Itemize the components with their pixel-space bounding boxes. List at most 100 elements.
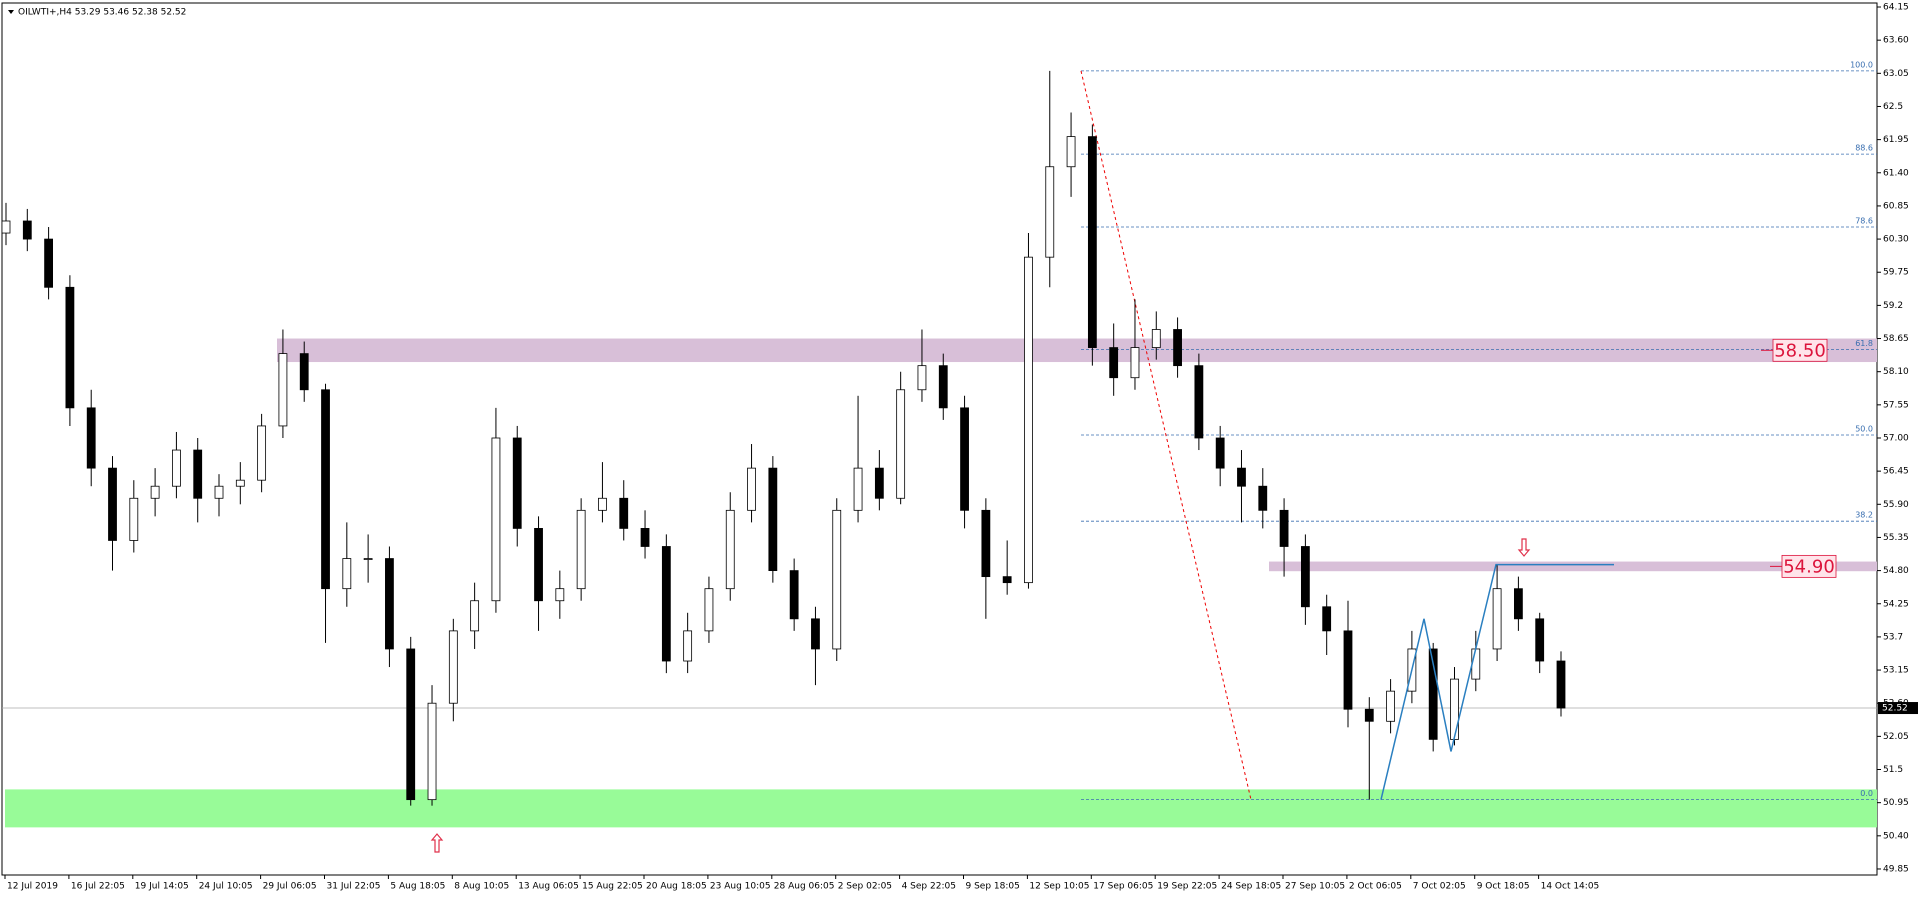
candle-body	[342, 558, 352, 590]
candle-body	[768, 467, 778, 572]
y-tick-label: 55.35	[1883, 533, 1909, 543]
candle-body	[1087, 136, 1097, 348]
x-tick-label: 2 Oct 06:05	[1349, 882, 1402, 892]
y-tick-label: 55.90	[1883, 500, 1909, 510]
candle-body	[470, 600, 480, 632]
down-arrow	[1517, 538, 1531, 557]
candle-body	[385, 558, 394, 650]
y-tick-label: 54.80	[1883, 566, 1909, 576]
y-tick-label: 50.40	[1883, 831, 1909, 841]
x-tick-label: 12 Sep 10:05	[1029, 882, 1089, 892]
fib-label: 61.8	[1855, 339, 1873, 348]
candle-body	[214, 485, 224, 499]
x-tick-label: 4 Sep 22:05	[902, 882, 956, 892]
zone	[5, 789, 1877, 828]
x-tick-label: 2 Sep 02:05	[838, 882, 892, 892]
candle-body	[938, 365, 948, 409]
candle-body	[661, 546, 671, 662]
candle-body	[1237, 467, 1246, 487]
candle-body	[832, 509, 842, 650]
candle-body	[1045, 166, 1055, 258]
x-tick-label: 15 Aug 22:05	[582, 882, 643, 892]
candle-body	[1450, 678, 1459, 740]
candle-body	[896, 389, 906, 499]
x-tick-label: 5 Aug 18:05	[390, 882, 445, 892]
x-tick-label: 24 Sep 18:05	[1221, 882, 1281, 892]
y-tick-label: 60.85	[1883, 201, 1909, 211]
x-tick-label: 20 Aug 18:05	[646, 882, 707, 892]
chart-header: OILWTI+,H4 53.29 53.46 52.38 52.52	[18, 8, 186, 18]
x-tick-label: 19 Jul 14:05	[135, 882, 189, 892]
candle-body	[193, 449, 203, 499]
zone-label-box	[1772, 338, 1828, 362]
y-tick-label: 49.85	[1883, 864, 1909, 874]
candle-body	[299, 353, 309, 391]
candle-body	[1066, 136, 1076, 168]
candle-body	[427, 702, 437, 801]
x-tick-label: 7 Oct 02:05	[1413, 882, 1466, 892]
plot-frame	[1, 2, 1878, 876]
candle-body	[1279, 509, 1289, 547]
x-tick-label: 28 Aug 06:05	[774, 882, 835, 892]
candle-body	[406, 648, 416, 801]
price-tag	[1878, 702, 1918, 715]
candle-body	[704, 588, 714, 632]
candle-body	[683, 630, 693, 662]
candle-body	[1024, 256, 1033, 584]
candle-body	[576, 509, 586, 590]
candle-body	[1428, 648, 1438, 740]
x-tick-label: 9 Oct 18:05	[1477, 882, 1530, 892]
x-tick-label: 16 Jul 22:05	[71, 882, 125, 892]
x-tick-label: 13 Aug 06:05	[518, 882, 579, 892]
x-tick-label: 29 Jul 06:05	[263, 882, 317, 892]
x-tick-label: 12 Jul 2019	[7, 882, 58, 892]
fib-label: 50.0	[1855, 424, 1873, 433]
candle-body	[1, 220, 11, 234]
zone-label: 54.90	[1783, 556, 1835, 577]
fib-label: 88.6	[1855, 144, 1873, 153]
fib-label: 78.6	[1855, 217, 1873, 226]
candle-body	[853, 467, 863, 511]
y-tick-label: 62.5	[1883, 102, 1903, 112]
candle-body	[1300, 546, 1310, 608]
y-tick-label: 53.7	[1883, 632, 1903, 642]
y-tick-label: 60.30	[1883, 235, 1909, 245]
candle-body	[874, 467, 884, 499]
price-tag-label: 52.52	[1882, 704, 1908, 714]
candle-body	[981, 509, 991, 578]
candle-body	[108, 467, 117, 541]
candle-body	[150, 485, 160, 499]
candle-body	[555, 588, 565, 602]
candle-body	[747, 467, 756, 511]
candle-body	[1151, 329, 1161, 348]
y-tick-label: 50.95	[1883, 798, 1909, 808]
candle-body	[1258, 485, 1268, 511]
y-tick-label: 54.25	[1883, 599, 1909, 609]
candle-body	[65, 286, 75, 409]
x-tick-label: 8 Aug 10:05	[454, 882, 509, 892]
candle-body	[640, 528, 650, 547]
fib-label: 0.0	[1860, 789, 1873, 798]
x-tick-label: 24 Jul 10:05	[199, 882, 253, 892]
zone	[277, 338, 1877, 363]
y-tick-label: 63.05	[1883, 69, 1909, 79]
x-tick-label: 9 Sep 18:05	[966, 882, 1020, 892]
candle-body	[512, 437, 522, 529]
candle-body	[598, 497, 607, 511]
candle-body	[491, 437, 501, 602]
zone-label-box	[1781, 554, 1837, 578]
up-arrow	[430, 833, 444, 853]
candle-body	[1173, 329, 1182, 367]
candle-body	[811, 618, 820, 650]
pattern-line	[1380, 563, 1614, 800]
candle-body	[321, 389, 330, 590]
y-tick-label: 63.60	[1883, 36, 1909, 46]
y-tick-label: 57.55	[1883, 400, 1909, 410]
candle-body	[257, 425, 267, 481]
y-tick-label: 64.15	[1883, 3, 1909, 13]
fib-trend	[1080, 70, 1252, 800]
zone-label: 58.50	[1774, 340, 1826, 361]
candle-body	[86, 407, 96, 469]
